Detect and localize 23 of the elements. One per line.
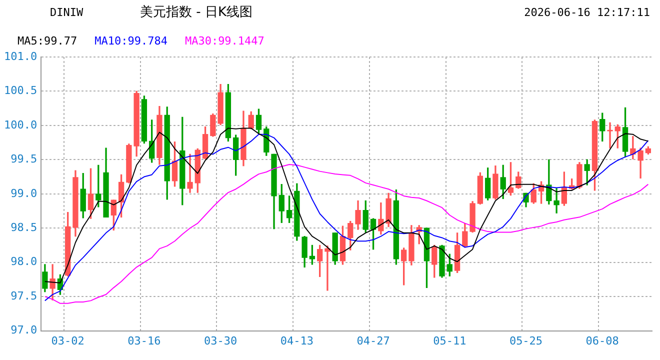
text: MA5:99.77 — [18, 34, 78, 48]
x-tick-label: 03-02 — [51, 334, 84, 348]
y-tick-label: 98.0 — [10, 255, 38, 268]
y-tick-label: 97.0 — [10, 324, 38, 337]
x-tick-label: 06-08 — [586, 334, 619, 348]
x-tick-label: 04-27 — [356, 334, 390, 348]
y-tick-label: 98.5 — [10, 220, 38, 234]
x-tick-label: 03-30 — [204, 334, 238, 348]
y-tick-label: 100.0 — [4, 118, 38, 132]
chart-title: 美元指数 - 日K线图 — [140, 4, 252, 21]
text: 2026-06-16 12:17:11 — [524, 6, 650, 19]
text: DINIW — [50, 6, 84, 19]
y-tick-label: 101.0 — [4, 50, 38, 63]
x-tick-label: 03-16 — [128, 334, 161, 348]
x-tick-label: 05-11 — [433, 334, 466, 348]
x-tick-label: 04-13 — [280, 334, 314, 348]
y-tick-label: 99.5 — [10, 152, 38, 166]
text: MA30:99.1447 — [184, 34, 264, 48]
text: MA10:99.784 — [94, 34, 168, 48]
y-tick-label: 97.5 — [10, 289, 38, 302]
y-tick-label: 100.5 — [4, 84, 38, 98]
x-tick-label: 05-25 — [509, 334, 543, 348]
y-tick-label: 99.0 — [10, 186, 38, 200]
